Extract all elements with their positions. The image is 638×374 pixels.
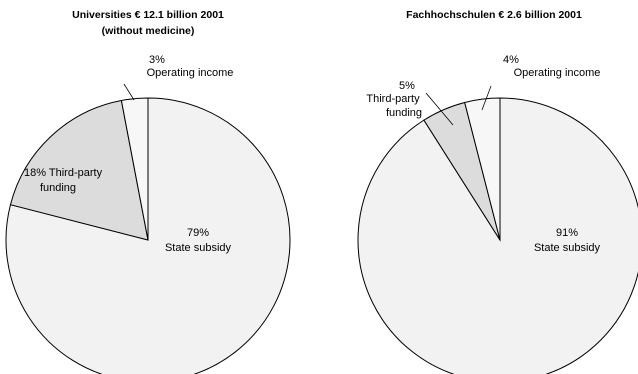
fachhochschulen-slice-state-subsidy: [357, 97, 638, 374]
universities-operating-leader: [123, 83, 135, 101]
universities-state-label: State subsidy: [165, 242, 232, 254]
fachhochschulen-third-party-line1: Third-party: [366, 93, 420, 105]
fachhochschulen-third-party-leader: [425, 92, 454, 126]
universities-title-line1: Universities € 12.1 billion 2001: [72, 9, 224, 21]
universities-state-pct: 79%: [187, 227, 209, 239]
universities-slice-third-party-funding: [9, 99, 149, 241]
fachhochschulen-state-pct: 91%: [556, 227, 578, 239]
fachhochschulen-operating-leader: [481, 85, 492, 111]
universities-operating-label: Operating income: [147, 67, 234, 79]
fachhochschulen-state-label: State subsidy: [534, 242, 601, 254]
universities-third-party-line1: 18% Third-party: [24, 167, 103, 179]
universities-third-party-line2: funding: [40, 182, 76, 194]
universities-third-party-pct: 18%: [24, 167, 46, 179]
universities-slice-operating-income: [120, 97, 149, 241]
fachhochschulen-slice-operating-income: [464, 97, 501, 241]
universities-operating-pct: 3%: [149, 54, 165, 66]
fachhochschulen-third-party-pct: 5%: [399, 80, 415, 92]
fachhochschulen-operating-label: Operating income: [514, 67, 601, 79]
universities-pie: Universities € 12.1 billion 2001 (withou…: [5, 9, 291, 374]
universities-slice-state-subsidy: [5, 97, 291, 374]
fachhochschulen-title: Fachhochschulen € 2.6 billion 2001: [406, 9, 582, 21]
fachhochschulen-pie: Fachhochschulen € 2.6 billion 2001 4% Op…: [357, 9, 638, 374]
universities-title-line2: (without medicine): [102, 25, 195, 37]
fachhochschulen-operating-pct: 4%: [503, 54, 519, 66]
fachhochschulen-third-party-line2: funding: [386, 107, 422, 119]
